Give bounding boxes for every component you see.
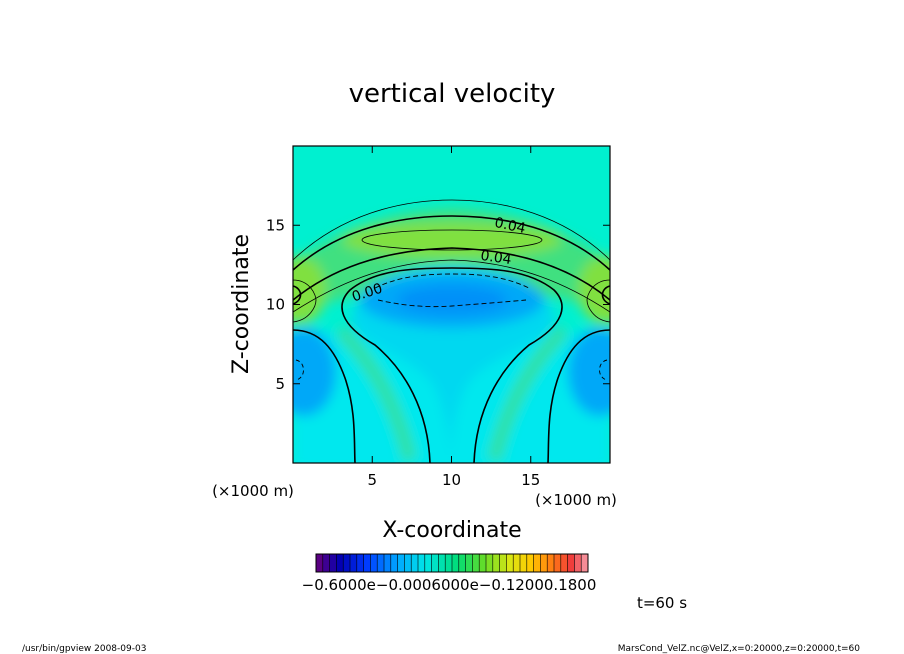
colorbar-swatch — [404, 554, 412, 572]
colorbar-swatch — [336, 554, 344, 572]
x-tick-label: 15 — [521, 471, 540, 489]
heatmap-field — [293, 146, 610, 463]
colorbar-swatch — [316, 554, 324, 572]
colorbar-swatch — [390, 554, 399, 572]
colorbar-swatch — [533, 554, 541, 572]
y-tick-label: 15 — [266, 216, 285, 234]
colorbar-swatch — [363, 554, 371, 572]
colorbar-swatch — [424, 554, 433, 572]
colorbar-swatch — [465, 554, 473, 572]
colorbar-swatch — [486, 554, 494, 572]
colorbar-swatch — [445, 554, 453, 572]
time-annotation: t=60 s — [637, 594, 687, 612]
colorbar-swatch — [438, 554, 446, 572]
x-axis-unit: (×1000 m) — [535, 491, 617, 509]
colorbar-swatch — [526, 554, 535, 572]
colorbar-swatch — [397, 554, 405, 572]
colorbar-swatch — [377, 554, 385, 572]
y-axis-label: Z-coordinate — [229, 234, 254, 374]
colorbar-swatch — [350, 554, 358, 572]
colorbar-swatch — [554, 554, 562, 572]
colorbar-tick-labels: −0.6000e−0.0006000e−0.12000.1800 — [302, 576, 597, 594]
colorbar-swatch — [581, 554, 589, 572]
x-axis: 5 10 15 — [367, 146, 540, 489]
x-tick-label: 10 — [442, 471, 461, 489]
footer-right: MarsCond_VelZ.nc@VelZ,x=0:20000,z=0:2000… — [618, 644, 861, 654]
colorbar-swatch — [499, 554, 507, 572]
y-tick-label: 10 — [266, 296, 285, 314]
colorbar-swatch — [452, 554, 460, 572]
colorbar-swatch — [458, 554, 467, 572]
colorbar-swatch — [567, 554, 575, 572]
colorbar-swatch — [506, 554, 514, 572]
contour-label: 0.04 — [493, 215, 527, 237]
colorbar-swatch — [513, 554, 521, 572]
colorbar-swatch — [411, 554, 419, 572]
footer-left: /usr/bin/gpview 2008-09-03 — [22, 644, 146, 654]
colorbar-swatch — [574, 554, 582, 572]
colorbar-swatch — [560, 554, 569, 572]
colorbar-swatch — [343, 554, 351, 572]
contour-label: 0.04 — [479, 248, 512, 268]
colorbar-swatch — [322, 554, 331, 572]
colorbar-swatch — [356, 554, 365, 572]
contour-lines — [293, 199, 610, 463]
colorbar-swatch — [431, 554, 439, 572]
x-tick-label: 5 — [367, 471, 377, 489]
colorbar-swatch — [370, 554, 378, 572]
colorbar-swatch — [384, 554, 392, 572]
colorbar-swatch — [540, 554, 548, 572]
y-axis-unit: (×1000 m) — [212, 482, 294, 500]
chart-title: vertical velocity — [349, 79, 556, 109]
y-axis: 5 10 15 — [266, 216, 610, 393]
colorbar-swatch — [472, 554, 480, 572]
colorbar-swatch — [418, 554, 426, 572]
y-tick-label: 5 — [275, 375, 285, 393]
colorbar-frame — [315, 553, 589, 573]
colorbar-swatch — [547, 554, 555, 572]
colorbar-swatch — [492, 554, 501, 572]
colorbar — [315, 553, 589, 573]
colorbar-swatch — [520, 554, 528, 572]
colorbar-swatch — [329, 554, 337, 572]
x-axis-label: X-coordinate — [382, 518, 521, 543]
colorbar-swatch — [479, 554, 487, 572]
